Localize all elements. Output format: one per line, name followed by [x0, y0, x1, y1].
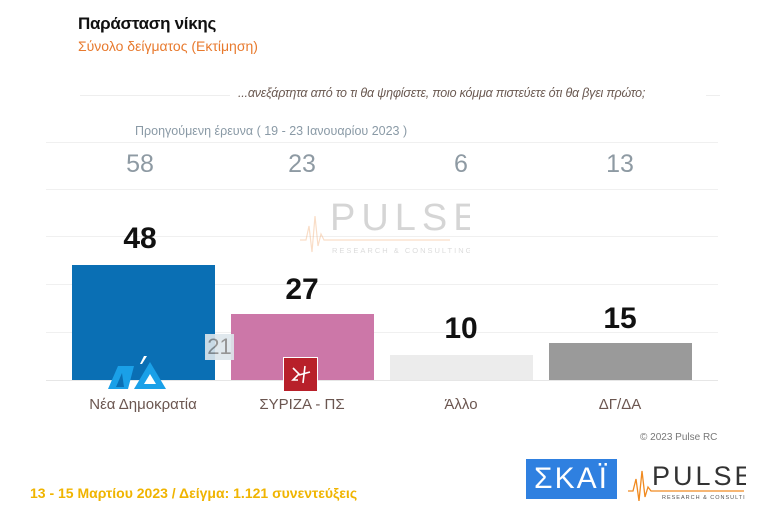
gridline — [46, 142, 718, 143]
chart-title: Παράσταση νίκης — [78, 14, 217, 33]
skai-logo: ΣΚΑΪ — [526, 459, 617, 499]
pulse-logo: PULSE RESEARCH & CONSULTING — [628, 459, 755, 506]
pulse-watermark-icon: PULSE RESEARCH & CONSULTING — [300, 197, 479, 255]
bar-dg-da — [549, 343, 692, 380]
gap-annotation: 21 — [205, 334, 234, 360]
gridline — [46, 284, 718, 285]
category-label-dg-da: ΔΓ/ΔΑ — [598, 396, 642, 413]
bar-value-dg-da: 15 — [603, 302, 637, 335]
nd-logo-icon — [108, 356, 166, 389]
question-text: ...ανεξάρτητα από το τι θα ψηφίσετε, ποι… — [238, 86, 646, 100]
survey-date-sample: 13 - 15 Μαρτίου 2023 / Δείγμα: 1.121 συν… — [30, 485, 358, 501]
chart-subtitle: Σύνολο δείγματος (Εκτίμηση) — [78, 38, 258, 54]
category-label-nd: Νέα Δημοκρατία — [89, 396, 197, 413]
svg-text:PULSE: PULSE — [330, 197, 470, 239]
nd-logo — [104, 356, 170, 395]
svg-text:PULSE: PULSE — [652, 461, 746, 491]
gridline — [46, 189, 718, 190]
bar-value-syriza: 27 — [285, 273, 319, 306]
previous-value-other: 6 — [454, 150, 468, 178]
copyright: © 2023 Pulse RC — [640, 432, 718, 443]
svg-text:RESEARCH & CONSULTING: RESEARCH & CONSULTING — [332, 246, 470, 255]
svg-text:RESEARCH & CONSULTING: RESEARCH & CONSULTING — [662, 495, 746, 501]
bar-value-nd: 48 — [123, 222, 157, 255]
syriza-logo-icon — [291, 365, 311, 384]
bar-value-other: 10 — [444, 312, 478, 345]
syriza-logo — [283, 357, 318, 392]
pulse-watermark: PULSE RESEARCH & CONSULTING — [300, 196, 479, 263]
question-divider-right — [706, 95, 720, 96]
bar-other — [390, 355, 533, 380]
category-label-other: Άλλο — [444, 396, 478, 413]
question-divider-left — [80, 95, 230, 96]
previous-survey-label: Προηγούμενη έρευνα ( 19 - 23 Ιανουαρίου … — [135, 124, 408, 138]
gridline — [46, 236, 718, 237]
previous-value-nd: 58 — [126, 150, 154, 178]
gridline — [46, 332, 718, 333]
pulse-logo-icon: PULSE RESEARCH & CONSULTING — [628, 461, 755, 502]
previous-value-syriza: 23 — [288, 150, 316, 178]
baseline — [46, 380, 718, 381]
category-label-syriza: ΣΥΡΙΖΑ - ΠΣ — [259, 396, 345, 413]
previous-value-dg-da: 13 — [606, 150, 634, 178]
